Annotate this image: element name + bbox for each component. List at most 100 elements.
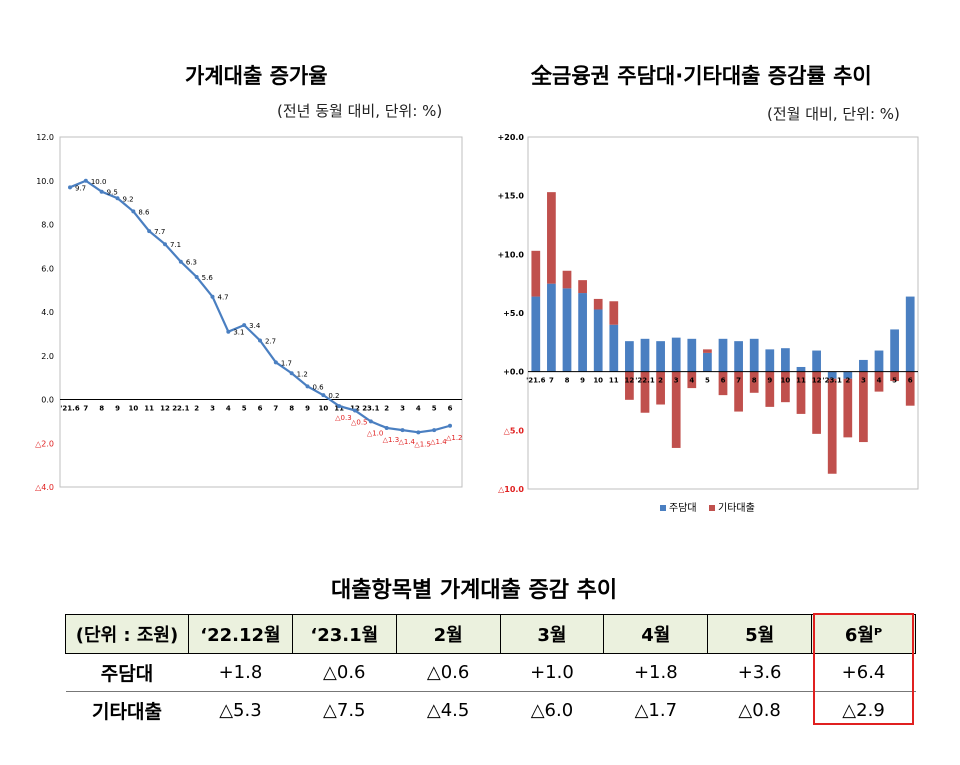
y-tick-label: 8.0: [41, 221, 54, 230]
bar-mortgage: [827, 371, 837, 379]
bar-mortgage: [905, 296, 915, 372]
table-cell: +1.0: [500, 653, 604, 692]
bar-other-loan: [859, 371, 868, 443]
table-header-cell: 4월: [603, 614, 709, 654]
y-tick-label: +5.0: [503, 309, 524, 318]
x-tick-label: 6: [258, 405, 263, 413]
bar-mortgage: [640, 338, 650, 372]
x-tick-label: 6: [721, 377, 726, 385]
bar-mortgage: [703, 352, 712, 372]
bar-mortgage: [734, 341, 743, 372]
bar-other-loan: [781, 371, 790, 403]
data-point: [289, 371, 294, 376]
bar-other-loan: [734, 371, 743, 412]
data-label: 3.4: [249, 322, 261, 330]
bar-other-loan: [609, 301, 619, 325]
bar-other-loan: [625, 371, 634, 400]
x-tick-label: 2: [845, 377, 850, 385]
x-tick-label: 4: [226, 405, 231, 413]
y-tick-label: 2.0: [41, 352, 54, 361]
table-cell: △4.5: [396, 691, 501, 729]
y-tick-label: 12.0: [36, 133, 54, 142]
legend-swatch-other-loan: [709, 505, 715, 511]
data-label: △1.0: [367, 429, 384, 437]
data-point: [384, 425, 389, 430]
bar-mortgage: [765, 349, 775, 372]
data-label: 9.2: [123, 195, 134, 203]
x-tick-label: 3: [400, 405, 405, 413]
x-tick-label: 8: [752, 377, 757, 385]
x-tick-label: 9: [305, 405, 310, 413]
right-chart-unit: (전월 대비, 단위: %): [767, 105, 900, 123]
table-header-cell: 5월: [707, 614, 813, 654]
x-tick-label: 11: [144, 405, 154, 413]
y-tick-label: 0.0: [41, 396, 54, 405]
data-point: [416, 430, 421, 435]
x-tick-label: 3: [861, 377, 866, 385]
bar-other-loan: [640, 371, 650, 413]
loan-table: (단위 : 조원) ‘22.12월 ‘23.1월 2월 3월 4월 5월 6월ᴾ…: [65, 614, 916, 729]
x-tick-label: 23.1: [362, 405, 379, 413]
bar-mortgage: [593, 309, 603, 372]
data-label: 2.7: [265, 337, 276, 345]
table-cell: △0.6: [396, 653, 501, 692]
bar-mortgage: [812, 350, 821, 372]
x-tick-label: 6: [908, 377, 913, 385]
x-tick-label: 7: [736, 377, 741, 385]
data-label: 7.7: [154, 228, 165, 236]
bar-other-loan: [827, 378, 837, 474]
data-label: △1.4: [399, 438, 416, 446]
x-tick-label: 2: [194, 405, 199, 413]
bar-other-loan: [905, 371, 915, 406]
bar-other-loan: [671, 371, 681, 448]
bar-mortgage: [874, 350, 884, 372]
bar-other-loan: [874, 371, 884, 392]
bar-other-loan: [656, 371, 665, 405]
bar-other-loan: [547, 192, 556, 284]
bar-mortgage: [531, 296, 541, 372]
data-label: 0.2: [328, 392, 339, 400]
bar-chart: +20.0+15.0+10.0+5.0+0.0△5.0△10.0'21.6 7 8 9…: [498, 133, 919, 514]
bar-mortgage: [859, 359, 868, 372]
data-label: 10.0: [91, 178, 107, 186]
right-chart-title: 全금융권 주담대·기타대출 증감률 추이: [531, 64, 872, 88]
x-tick-label: 10: [128, 405, 138, 413]
bar-mortgage: [671, 337, 681, 372]
x-tick-label: 12: [812, 377, 822, 385]
series-line: [69, 179, 451, 434]
data-label: 1.7: [281, 359, 292, 367]
x-tick-label: 2: [384, 405, 389, 413]
table-header-cell: 2월: [395, 614, 501, 654]
x-tick-label: 5: [242, 405, 247, 413]
x-tick-label: 12: [625, 377, 635, 385]
bar-other-loan: [703, 349, 712, 353]
x-tick-label: 4: [416, 405, 421, 413]
table-row: 기타대출 △5.3 △7.5 △4.5 △6.0 △1.7 △0.8 △2.9: [65, 691, 916, 729]
x-tick-label: 3: [674, 377, 679, 385]
bar-mortgage: [687, 338, 697, 372]
x-tick-label: 22.1: [172, 405, 189, 413]
x-tick-label: 8: [99, 405, 104, 413]
data-label: △1.3: [383, 436, 400, 444]
bar-mortgage: [781, 348, 790, 372]
x-tick-label: 7: [273, 405, 278, 413]
x-tick-label: 6: [448, 405, 453, 413]
x-tick-label: 12: [160, 405, 170, 413]
table-title: 대출항목별 가계대출 증감 추이: [331, 578, 618, 603]
x-tick-label: 5: [892, 377, 897, 385]
data-label: △0.5: [351, 418, 368, 426]
y-tick-label: 4.0: [41, 308, 54, 317]
bar-other-loan: [796, 371, 806, 414]
data-point: [131, 209, 136, 214]
bar-mortgage: [547, 283, 556, 372]
bar-mortgage: [609, 324, 619, 372]
data-label: 1.2: [297, 370, 308, 378]
x-tick-label: 9: [767, 377, 772, 385]
data-point: [305, 384, 310, 389]
data-label: 9.7: [75, 184, 86, 192]
x-tick-label: 8: [289, 405, 294, 413]
table-header-cell: 6월ᴾ: [811, 614, 916, 654]
table-cell: +1.8: [188, 653, 293, 692]
bar-mortgage: [656, 341, 665, 372]
data-point: [147, 229, 152, 234]
